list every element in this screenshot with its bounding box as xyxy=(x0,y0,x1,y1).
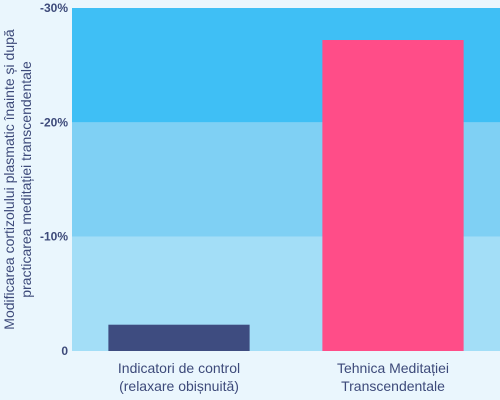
bars xyxy=(108,40,464,351)
x-axis-categories: Indicatori de control (relaxare obișnuită… xyxy=(118,360,449,394)
y-axis-ticks: 0 -10% -20% -30% xyxy=(40,1,68,358)
bar xyxy=(322,40,464,351)
y-tick-label: -20% xyxy=(40,115,68,129)
y-tick-label: -30% xyxy=(40,1,68,15)
y-axis-title: Modificarea cortizolului plasmatic înain… xyxy=(1,29,34,330)
x-category-label: Indicatori de control (relaxare obișnuită… xyxy=(118,360,240,394)
y-axis-label: Modificarea cortizolului plasmatic înain… xyxy=(1,29,34,330)
bar xyxy=(108,324,250,351)
y-tick-label: -10% xyxy=(40,230,68,244)
x-category-label: Tehnica Meditației Transcendentale xyxy=(337,360,449,394)
y-tick-label: 0 xyxy=(61,344,68,358)
